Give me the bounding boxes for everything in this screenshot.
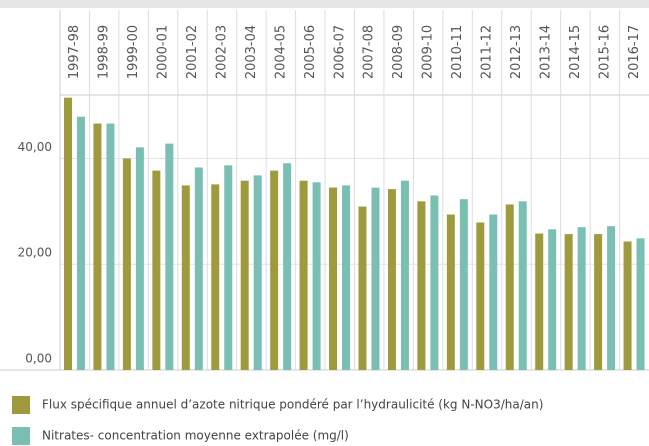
bar — [564, 234, 573, 370]
column-header: 2012-13 — [509, 25, 524, 79]
bar — [329, 187, 338, 370]
bar — [181, 185, 190, 370]
bar — [64, 97, 72, 371]
column-header: 2003-04 — [244, 25, 259, 79]
bar — [387, 189, 396, 370]
bar — [211, 184, 220, 370]
bar — [283, 163, 292, 370]
bar — [77, 116, 85, 370]
y-tick-label: 0,00 — [25, 352, 52, 366]
column-header: 2007-08 — [362, 25, 377, 79]
y-tick-label: 20,00 — [18, 246, 52, 260]
column-header: 1999-00 — [126, 25, 141, 79]
bar — [342, 185, 351, 370]
bar — [607, 226, 616, 370]
bar — [358, 206, 367, 370]
top-band — [0, 0, 649, 8]
column-header: 2005-06 — [303, 25, 318, 79]
bar — [299, 180, 308, 370]
bar — [93, 123, 102, 370]
bar — [165, 143, 174, 370]
bar — [446, 214, 455, 370]
column-header: 1997-98 — [67, 25, 82, 79]
column-header: 2001-02 — [185, 25, 200, 79]
bar — [417, 201, 426, 370]
bar — [430, 195, 439, 370]
bar — [135, 147, 144, 370]
column-header: 2004-05 — [273, 25, 288, 79]
bar — [505, 204, 514, 370]
column-header: 2006-07 — [332, 25, 347, 79]
bar — [577, 227, 586, 370]
bar — [623, 241, 632, 370]
bar — [400, 180, 409, 370]
bar — [194, 167, 203, 370]
bar — [459, 199, 468, 370]
bar — [240, 180, 249, 370]
bar — [518, 201, 527, 370]
column-header: 2002-03 — [214, 25, 229, 79]
column-header: 2013-14 — [538, 25, 553, 79]
legend-label: Nitrates- concentration moyenne extrapol… — [42, 429, 349, 443]
column-header: 2009-10 — [421, 25, 436, 79]
bar — [106, 123, 115, 370]
legend-swatch — [12, 427, 30, 445]
bar — [548, 229, 557, 370]
column-header: 1998-99 — [97, 25, 112, 79]
bar — [636, 238, 645, 370]
column-header: 2015-16 — [597, 25, 612, 79]
column-header: 2000-01 — [156, 25, 171, 79]
column-header: 2011-12 — [480, 25, 495, 79]
bar — [253, 175, 262, 370]
y-tick-label: 40,00 — [18, 140, 52, 154]
legend-swatch — [12, 396, 30, 414]
column-header: 2008-09 — [391, 25, 406, 79]
legend-label: Flux spécifique annuel d’azote nitrique … — [42, 398, 543, 412]
bar — [270, 170, 279, 370]
bar — [152, 170, 161, 370]
bar — [489, 214, 498, 370]
bar — [535, 233, 544, 370]
bar — [594, 234, 603, 370]
bar — [476, 222, 485, 370]
bar — [122, 158, 131, 370]
bar — [312, 182, 321, 370]
bar — [224, 165, 233, 370]
bar — [371, 187, 380, 370]
column-header: 2010-11 — [450, 25, 465, 79]
column-header: 2014-15 — [568, 25, 583, 79]
column-header: 2016-17 — [627, 25, 642, 79]
